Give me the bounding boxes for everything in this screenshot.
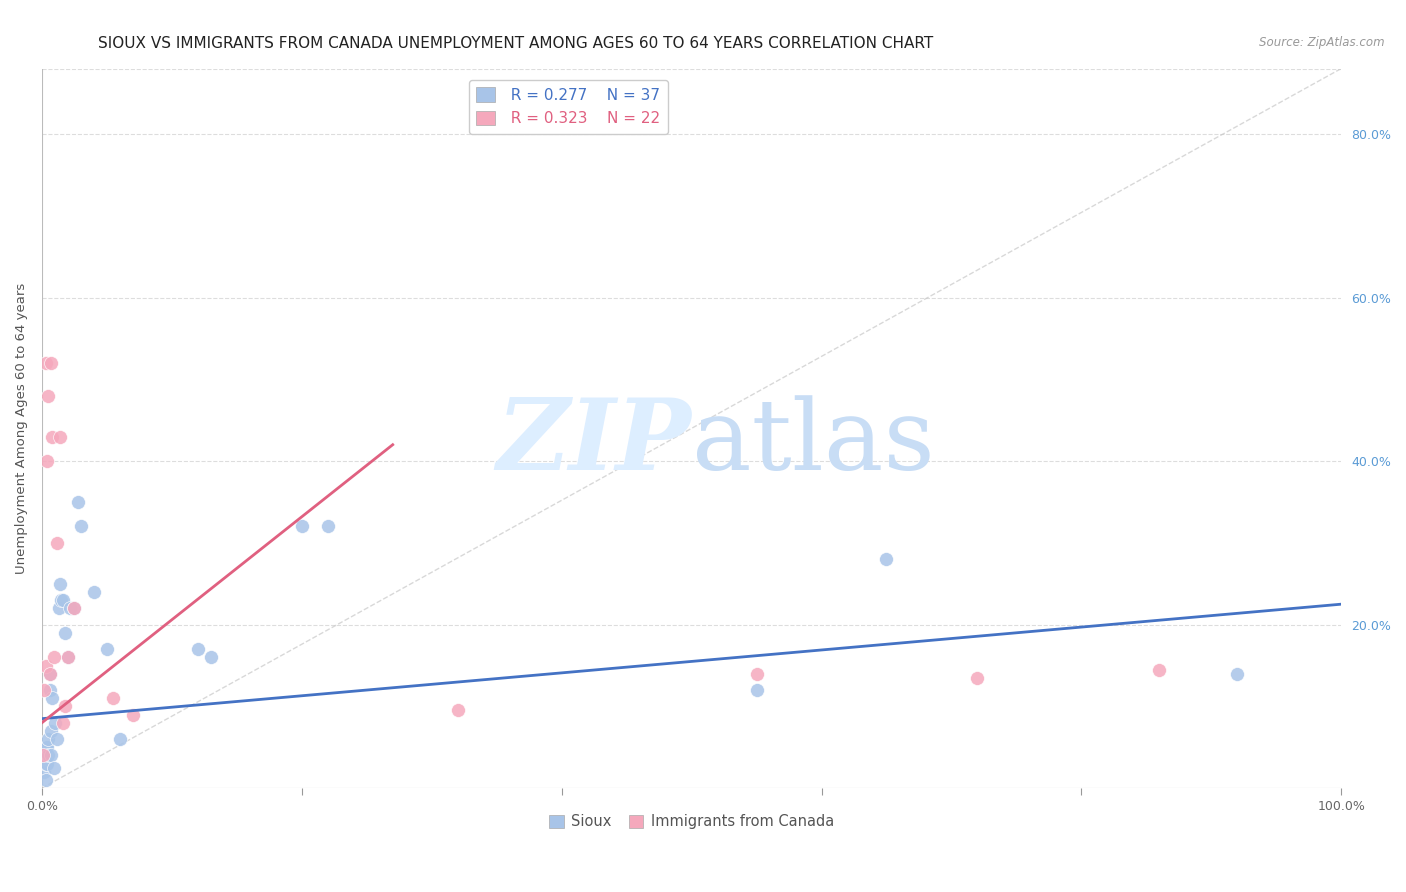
Point — [35, 756, 58, 771]
Text: ZIP: ZIP — [496, 394, 692, 491]
Point — [745, 666, 768, 681]
Point — [34, 683, 56, 698]
Point — [35, 356, 58, 370]
Point — [52, 715, 75, 730]
Text: Source: ZipAtlas.com: Source: ZipAtlas.com — [1260, 36, 1385, 49]
Point — [38, 666, 60, 681]
Point — [63, 601, 86, 615]
Point — [53, 625, 76, 640]
Point — [63, 601, 86, 615]
Point — [83, 585, 105, 599]
Point — [1149, 663, 1171, 677]
Point — [108, 732, 131, 747]
Text: SIOUX VS IMMIGRANTS FROM CANADA UNEMPLOYMENT AMONG AGES 60 TO 64 YEARS CORRELATI: SIOUX VS IMMIGRANTS FROM CANADA UNEMPLOY… — [98, 36, 934, 51]
Point — [291, 519, 314, 533]
Point — [44, 715, 66, 730]
Point — [46, 536, 69, 550]
Point — [35, 740, 58, 755]
Point — [48, 601, 70, 615]
Point — [96, 642, 118, 657]
Legend: Sioux, Immigrants from Canada: Sioux, Immigrants from Canada — [543, 808, 839, 835]
Point — [39, 356, 62, 370]
Point — [41, 691, 63, 706]
Point — [35, 454, 58, 468]
Point — [34, 748, 56, 763]
Point — [51, 593, 73, 607]
Point — [316, 519, 339, 533]
Point — [39, 723, 62, 738]
Point — [42, 761, 65, 775]
Point — [53, 699, 76, 714]
Point — [121, 707, 143, 722]
Point — [49, 576, 72, 591]
Point — [56, 650, 79, 665]
Point — [966, 671, 988, 685]
Point — [37, 389, 59, 403]
Point — [70, 519, 93, 533]
Point — [32, 748, 55, 763]
Point — [34, 764, 56, 779]
Point — [745, 683, 768, 698]
Point — [42, 650, 65, 665]
Point — [56, 650, 79, 665]
Point — [876, 552, 898, 566]
Point — [187, 642, 209, 657]
Point — [52, 593, 75, 607]
Point — [39, 748, 62, 763]
Point — [59, 601, 82, 615]
Point — [37, 732, 59, 747]
Point — [35, 658, 58, 673]
Point — [447, 704, 470, 718]
Point — [37, 748, 59, 763]
Point — [49, 429, 72, 443]
Point — [103, 691, 125, 706]
Point — [38, 666, 60, 681]
Point — [38, 683, 60, 698]
Point — [200, 650, 222, 665]
Point — [1226, 666, 1249, 681]
Point — [35, 740, 58, 755]
Text: atlas: atlas — [692, 395, 935, 491]
Point — [41, 429, 63, 443]
Y-axis label: Unemployment Among Ages 60 to 64 years: Unemployment Among Ages 60 to 64 years — [15, 283, 28, 574]
Point — [46, 732, 69, 747]
Point — [67, 495, 90, 509]
Point — [35, 772, 58, 787]
Point — [35, 756, 58, 771]
